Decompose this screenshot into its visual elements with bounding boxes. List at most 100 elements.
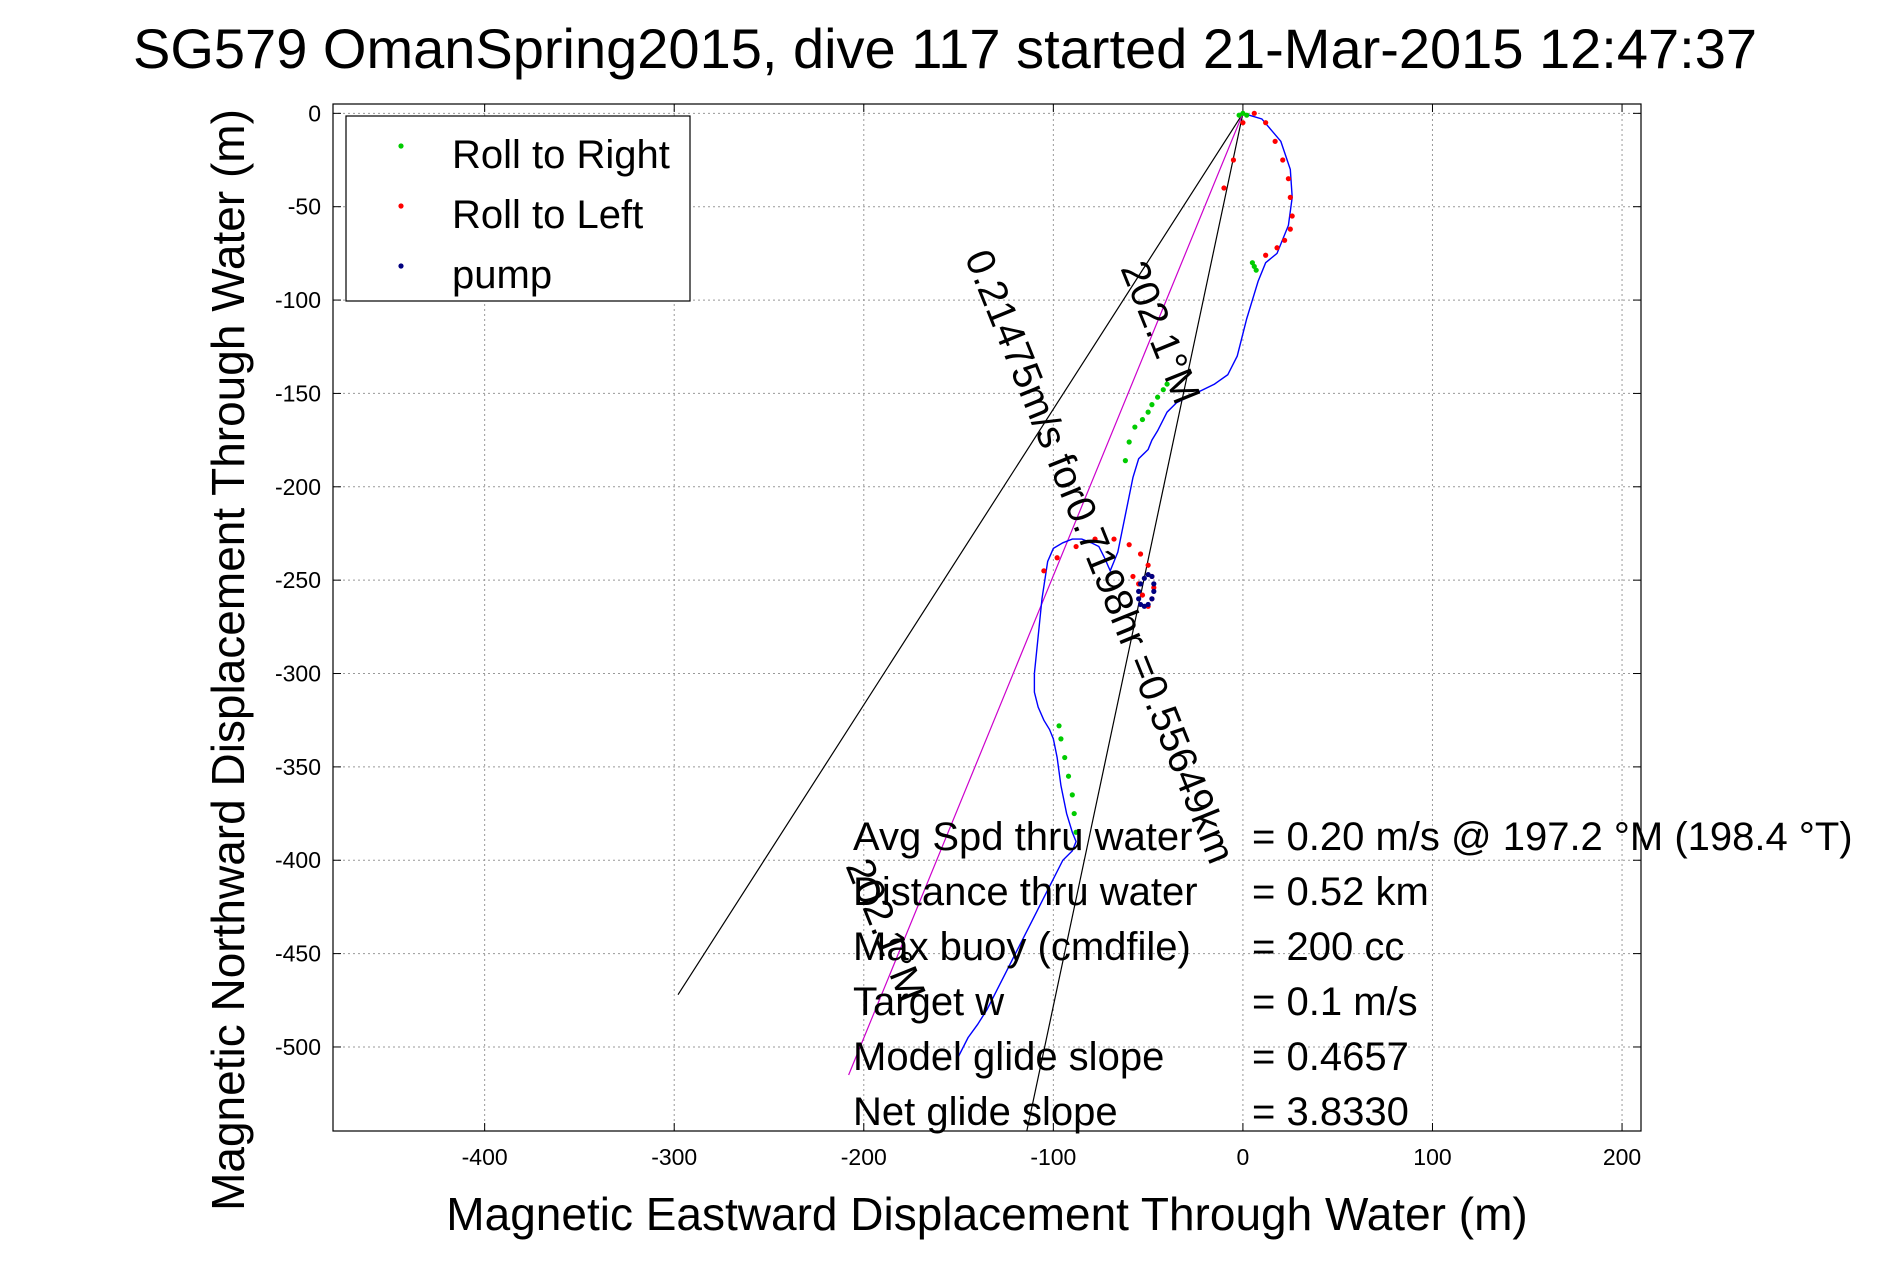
chart-title: SG579 OmanSpring2015, dive 117 started 2… — [133, 17, 1757, 80]
roll-right-point — [1069, 792, 1075, 798]
stat-value: = 0.20 m/s @ 197.2 °M (198.4 °T) — [1252, 815, 1853, 859]
roll-left-point — [1263, 120, 1269, 126]
stat-label: Target w — [853, 980, 1004, 1024]
y-tick-label: -250 — [275, 567, 321, 593]
roll-left-point — [1274, 245, 1280, 251]
roll-right-point — [1160, 387, 1166, 393]
stats-block: Avg Spd thru water = 0.20 m/s @ 197.2 °M … — [853, 815, 1853, 1134]
x-axis-label: Magnetic Eastward Displacement Through W… — [446, 1188, 1527, 1240]
roll-left-point — [1251, 110, 1257, 116]
pump-point — [1145, 571, 1151, 578]
roll-right-point — [1056, 723, 1062, 729]
grid-layer — [333, 104, 1641, 1131]
y-tick-label: -100 — [275, 287, 321, 313]
x-tick-label: -400 — [462, 1144, 508, 1170]
roll-right-point — [1122, 458, 1128, 464]
roll-left-point — [1287, 226, 1293, 232]
track-layer — [957, 112, 1293, 1057]
roll-left-point — [1073, 543, 1079, 550]
roll-left-point — [1126, 542, 1132, 548]
reference-line — [1026, 113, 1244, 1132]
x-tick-label: 0 — [1237, 1144, 1250, 1170]
roll-left-point — [1151, 585, 1157, 591]
roll-left-point — [1230, 157, 1237, 163]
y-tick-label: -350 — [275, 754, 321, 780]
pump-point — [1137, 601, 1144, 608]
stat-value: = 3.8330 — [1252, 1090, 1409, 1134]
roll-left-point — [1137, 551, 1144, 557]
roll-left-point — [1111, 536, 1117, 542]
pump-point — [1149, 596, 1155, 602]
x-tick-label: -100 — [1030, 1144, 1076, 1170]
stat-label: Model glide slope — [853, 1035, 1164, 1079]
roll-right-point — [1164, 381, 1170, 387]
annotation-label: 202.1°M — [1112, 255, 1209, 410]
y-axis-label: Magnetic Northward Displacement Through … — [202, 109, 254, 1211]
x-tick-label: -300 — [651, 1144, 697, 1170]
legend-label: Roll to Left — [452, 193, 643, 237]
roll-left-point — [1092, 536, 1098, 542]
roll-left-point — [1054, 555, 1060, 561]
pump-point — [1136, 596, 1142, 602]
legend-marker — [398, 203, 404, 209]
roll-right-point — [1132, 424, 1138, 430]
y-tick-label: -50 — [288, 194, 321, 220]
roll-right-point — [1145, 409, 1151, 415]
track-line — [957, 112, 1293, 1057]
pump-point — [1151, 581, 1157, 587]
roll-left-point — [1263, 252, 1269, 258]
roll-left-point — [1289, 213, 1295, 219]
stat-value: = 0.52 km — [1252, 870, 1429, 914]
roll-right-point — [1155, 394, 1161, 400]
y-tick-label: -150 — [275, 380, 321, 406]
roll-left-point — [1221, 185, 1227, 191]
roll-left-point — [1240, 120, 1246, 126]
stat-label: Distance thru water — [853, 870, 1198, 914]
legend-marker — [398, 143, 404, 149]
roll-left-point — [1272, 138, 1278, 144]
roll-left-point — [1287, 194, 1293, 200]
roll-right-point — [1149, 402, 1155, 408]
roll-left-point — [1139, 592, 1146, 598]
stat-value: = 200 cc — [1252, 925, 1404, 969]
stat-label: Net glide slope — [853, 1090, 1118, 1134]
y-tick-label: -400 — [275, 847, 321, 873]
y-tick-label: -500 — [275, 1034, 321, 1060]
roll-right-point — [1058, 736, 1064, 742]
roll-left-point — [1282, 237, 1288, 243]
roll-left-point — [1145, 562, 1151, 568]
roll-left-point — [1041, 568, 1047, 574]
y-tick-label: -300 — [275, 661, 321, 687]
roll-right-point — [1071, 810, 1077, 817]
roll-right-point — [1244, 112, 1250, 118]
x-tick-label: 100 — [1413, 1144, 1451, 1170]
reference-lines — [677, 113, 1244, 1132]
y-tick-label: -450 — [275, 941, 321, 967]
roll-right-point — [1073, 829, 1079, 835]
x-tick-label: 200 — [1603, 1144, 1641, 1170]
legend: Roll to Right Roll to Left pump — [345, 115, 691, 302]
legend-label: Roll to Right — [452, 133, 670, 177]
pump-point — [1137, 581, 1144, 587]
roll-right-point — [1139, 416, 1146, 423]
marker-layer — [1041, 110, 1295, 835]
roll-right-point — [1126, 439, 1132, 445]
stat-label: Avg Spd thru water — [853, 815, 1192, 859]
roll-left-point — [1280, 157, 1286, 163]
plot-frame — [332, 103, 1642, 1132]
pump-point — [1141, 575, 1147, 581]
y-tick-label: -200 — [275, 474, 321, 500]
axis-ticks: -400 -300 -200 -100 0 100 200 0 -50 -100 -150 -200 -… — [275, 100, 1641, 1170]
roll-left-point — [1130, 573, 1136, 580]
stat-value: = 0.4657 — [1252, 1035, 1409, 1079]
y-tick-label: 0 — [308, 100, 321, 126]
reference-line — [848, 113, 1244, 1076]
pump-point — [1151, 588, 1157, 594]
roll-right-point — [1062, 754, 1068, 761]
reference-line — [677, 113, 1244, 996]
legend-label: pump — [452, 253, 552, 297]
pump-point — [1136, 588, 1142, 594]
roll-right-point — [1253, 267, 1259, 273]
x-tick-label: -200 — [841, 1144, 887, 1170]
